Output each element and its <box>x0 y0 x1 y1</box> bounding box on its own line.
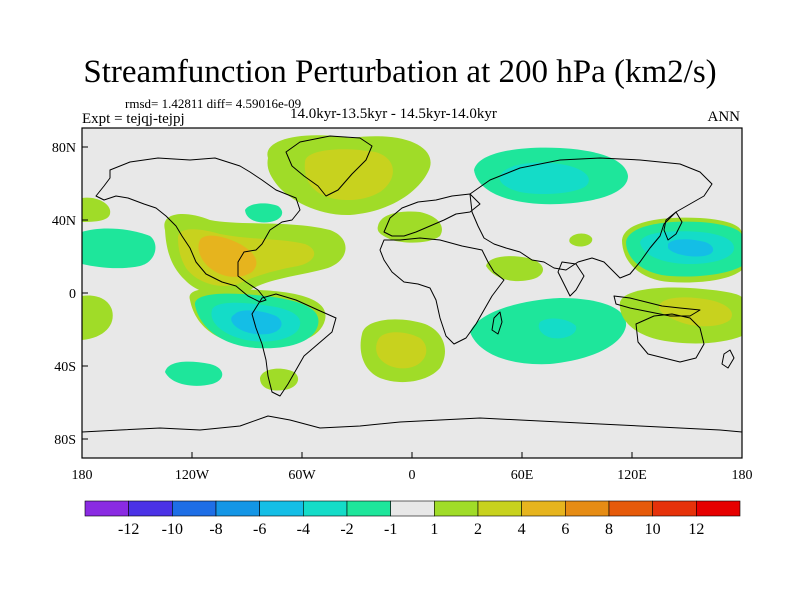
colorbar-label: -8 <box>209 521 222 538</box>
coastline-india <box>557 261 585 297</box>
colorbar-swatch <box>128 500 173 517</box>
season-label: ANN <box>707 109 741 125</box>
lat-label-80n: 80N <box>52 141 76 156</box>
colorbar-swatch <box>434 500 479 517</box>
coastline-asia <box>469 157 713 279</box>
map-plot-area <box>82 128 742 458</box>
coastline-japan <box>663 211 683 241</box>
colorbar-swatch <box>390 500 435 517</box>
colorbar-label: 4 <box>518 521 526 538</box>
colorbar-label: -4 <box>297 521 310 538</box>
colorbar-label: -6 <box>253 521 266 538</box>
colorbar-swatch <box>172 500 217 517</box>
positive-anomaly-northwest-edge <box>82 197 111 222</box>
positive-anomaly-west-edge <box>82 295 113 340</box>
coastline-australia <box>635 313 705 363</box>
colorbar-label: 8 <box>605 521 613 538</box>
negative-anomaly-north-atlantic <box>245 203 283 223</box>
colorbar-label: 12 <box>688 521 704 538</box>
negative-anomaly-south-pacific-core <box>231 310 282 335</box>
lat-label-80s: 80S <box>54 433 76 448</box>
colorbar-label: 10 <box>645 521 661 538</box>
colorbar-swatch <box>521 500 566 517</box>
positive-anomaly-europe <box>377 211 442 243</box>
colorbar-swatch <box>303 500 348 517</box>
colorbar-swatch <box>84 500 129 517</box>
negative-anomaly-north-pacific-edge <box>82 228 156 269</box>
coastline-new-zealand <box>721 349 735 369</box>
colorbar-label: -12 <box>118 521 139 538</box>
negative-anomaly-southeast-pacific <box>165 361 223 386</box>
lat-label-40n: 40N <box>52 214 76 229</box>
coastline-europe <box>383 193 481 237</box>
colorbar-swatch <box>346 500 391 517</box>
longitude-axis: 180 120W 60W 0 60E 120E 180 <box>72 452 753 483</box>
colorbar-swatch <box>215 500 260 517</box>
lon-label-60e: 60E <box>511 468 534 483</box>
colorbar-label: -10 <box>162 521 183 538</box>
positive-anomaly-small-east <box>569 233 593 247</box>
stats-text: rmsd= 1.42811 diff= 4.59016e-09 <box>125 96 302 111</box>
coastlines <box>82 135 742 433</box>
anomaly-fields <box>82 135 742 391</box>
coastline-africa <box>379 237 505 345</box>
colorbar-label: -2 <box>340 521 353 538</box>
lat-label-0: 0 <box>69 287 76 302</box>
lon-label-60w: 60W <box>288 468 316 483</box>
lat-label-40s: 40S <box>54 360 76 375</box>
positive-anomaly-south-atlantic-core <box>376 332 427 369</box>
colorbar-swatch <box>565 500 610 517</box>
colorbar-swatch <box>608 500 653 517</box>
positive-anomaly-north-america-core <box>198 235 257 277</box>
positive-anomaly-maritime-core <box>658 297 732 327</box>
negative-anomaly-siberia-core <box>499 162 589 194</box>
lon-label-120w: 120W <box>175 468 210 483</box>
coastline-madagascar <box>491 311 503 335</box>
colorbar-swatch <box>477 500 522 517</box>
colorbar: -12 -10 -8 -6 -4 -2 -1 1 2 4 6 8 10 12 <box>84 500 741 538</box>
lon-label-0: 0 <box>409 468 416 483</box>
positive-anomaly-patagonia <box>260 368 299 391</box>
positive-anomaly-east-africa <box>486 256 543 282</box>
coastline-greenland <box>285 135 373 197</box>
latitude-axis: 80N 40N 0 40S 80S <box>52 141 88 448</box>
colorbar-label: 2 <box>474 521 482 538</box>
lon-label-180w: 180 <box>72 468 93 483</box>
experiment-label: Expt = tejqj-tejpj <box>82 111 185 127</box>
map-title: Streamfunction Perturbation at 200 hPa (… <box>83 54 717 90</box>
negative-anomaly-indian-ocean-core <box>538 318 577 339</box>
colorbar-swatch <box>696 500 741 517</box>
colorbar-label: 1 <box>430 521 438 538</box>
period-label: 14.0kyr-13.5kyr - 14.5kyr-14.0kyr <box>290 106 497 122</box>
positive-anomaly-arctic-core <box>304 149 393 201</box>
colorbar-swatch <box>652 500 697 517</box>
coastline-south-america <box>251 293 337 397</box>
coastline-antarctica <box>82 415 742 433</box>
negative-anomaly-north-west-pacific-core <box>668 239 714 257</box>
colorbar-label: 6 <box>561 521 569 538</box>
colorbar-label: -1 <box>384 521 397 538</box>
lon-label-120e: 120E <box>617 468 647 483</box>
lon-label-180e: 180 <box>732 468 753 483</box>
coastline-north-america <box>95 157 301 303</box>
coastline-indonesia <box>613 295 701 317</box>
colorbar-swatch <box>259 500 304 517</box>
